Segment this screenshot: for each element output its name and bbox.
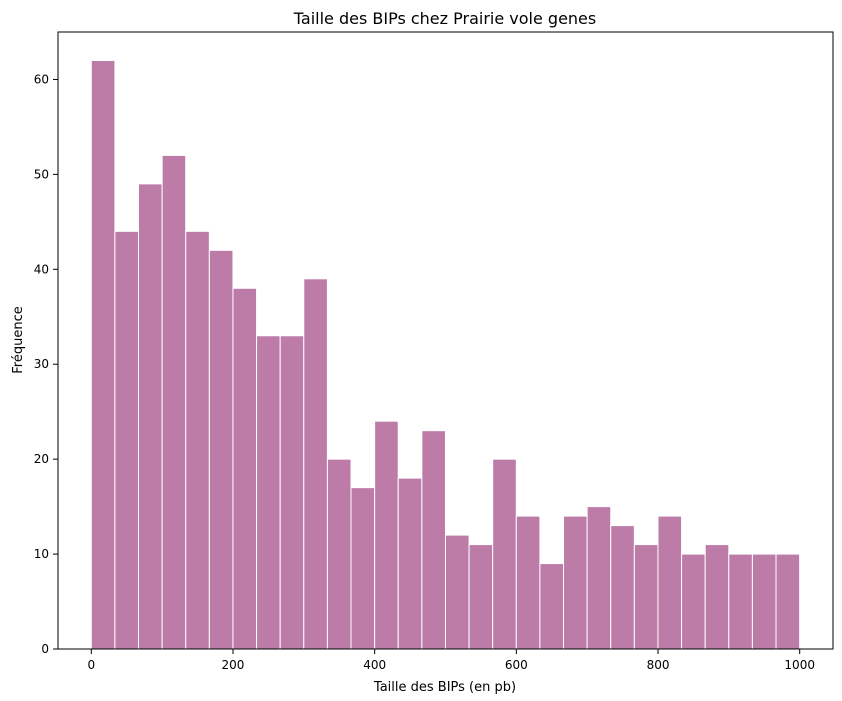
histogram-bar <box>421 430 446 650</box>
histogram-bar <box>610 525 635 650</box>
y-tick-label: 10 <box>34 547 49 561</box>
y-axis-ticks: 0 10 20 30 40 50 60 <box>34 72 58 656</box>
histogram-bar <box>563 515 588 650</box>
histogram-bar <box>114 230 140 650</box>
y-tick-label: 50 <box>34 167 49 181</box>
histogram-bar <box>161 154 187 650</box>
histogram-bar <box>704 544 730 650</box>
histogram-bar <box>303 278 328 650</box>
histogram-bar <box>751 553 777 650</box>
histogram-bar <box>657 515 683 650</box>
y-tick-label: 0 <box>41 642 49 656</box>
x-tick-label: 200 <box>222 658 245 672</box>
histogram-bar <box>515 515 541 650</box>
histogram-bar <box>350 487 376 650</box>
histogram-bar <box>539 563 565 650</box>
plot-frame <box>57 31 834 650</box>
histogram-bar <box>208 249 234 650</box>
histogram-bar <box>138 183 163 650</box>
histogram-bar <box>185 230 210 650</box>
y-tick-label: 60 <box>34 72 49 86</box>
y-tick-label: 30 <box>34 357 49 371</box>
histogram-bar <box>586 506 612 650</box>
histogram-bar <box>633 544 659 650</box>
y-tick-label: 40 <box>34 262 49 276</box>
histogram-bar <box>279 335 305 650</box>
histogram-bar <box>681 553 706 650</box>
histogram-bar <box>728 553 753 650</box>
histogram-bar <box>492 458 517 650</box>
y-tick-label: 20 <box>34 452 49 466</box>
x-tick-label: 800 <box>647 658 670 672</box>
x-tick-label: 1000 <box>784 658 815 672</box>
histogram-bar <box>256 335 281 650</box>
y-axis-label: Fréquence <box>11 306 26 373</box>
histogram-bar <box>444 534 470 650</box>
histogram-bar <box>326 458 352 650</box>
histogram-bar <box>397 477 423 650</box>
histogram-bar <box>232 287 258 650</box>
histogram-bar <box>374 420 399 650</box>
x-tick-label: 0 <box>87 658 95 672</box>
chart-title: Taille des BIPs chez Prairie vole genes <box>293 9 596 28</box>
x-tick-label: 400 <box>363 658 386 672</box>
histogram-bar <box>775 553 801 650</box>
histogram-bar <box>90 59 116 650</box>
x-axis-ticks: 0 200 400 600 800 1000 <box>87 649 815 672</box>
histogram-bar <box>468 544 494 650</box>
bars-group <box>90 59 801 650</box>
x-axis-label: Taille des BIPs (en pb) <box>373 680 516 695</box>
x-tick-label: 600 <box>505 658 528 672</box>
